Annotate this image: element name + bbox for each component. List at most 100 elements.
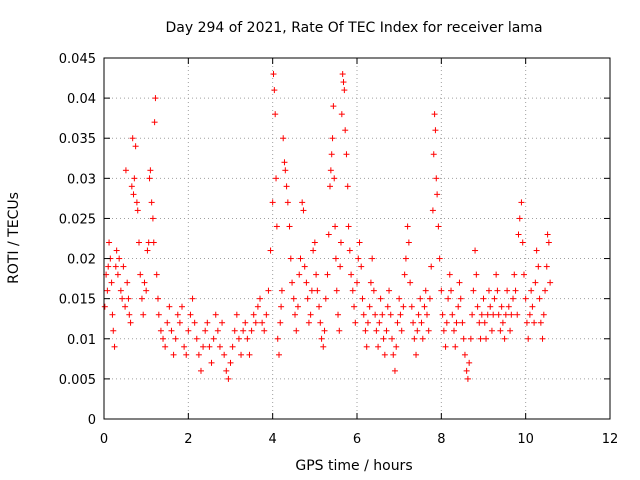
y-tick-label: 0: [88, 413, 96, 428]
data-point: [265, 287, 272, 294]
data-point: [114, 271, 121, 278]
data-point: [358, 263, 365, 270]
data-point: [526, 311, 533, 318]
data-point: [170, 351, 177, 358]
data-point: [311, 239, 318, 246]
data-point: [423, 311, 430, 318]
y-tick-label: 0.025: [59, 212, 96, 227]
data-point: [532, 279, 539, 286]
data-point: [351, 303, 358, 310]
data-point: [401, 271, 408, 278]
data-point: [510, 295, 517, 302]
data-point: [331, 175, 338, 182]
data-point: [117, 287, 124, 294]
data-point: [219, 319, 226, 326]
data-point: [386, 287, 393, 294]
data-point: [488, 327, 495, 334]
data-point: [101, 303, 108, 310]
data-point: [533, 247, 540, 254]
data-point: [411, 335, 418, 342]
data-point: [134, 207, 141, 214]
data-point: [303, 279, 310, 286]
data-point: [313, 271, 320, 278]
data-point: [281, 159, 288, 166]
data-point: [469, 311, 476, 318]
data-point: [366, 303, 373, 310]
data-point: [431, 111, 438, 118]
data-point: [540, 311, 547, 318]
data-point: [498, 303, 505, 310]
data-point: [415, 311, 422, 318]
data-point: [238, 351, 245, 358]
data-point: [179, 303, 186, 310]
data-point: [259, 319, 266, 326]
data-point: [337, 239, 344, 246]
data-point: [364, 319, 371, 326]
data-point: [463, 367, 470, 374]
data-point: [111, 343, 118, 350]
data-point: [208, 359, 215, 366]
data-point: [478, 311, 485, 318]
data-point: [271, 87, 278, 94]
data-point: [394, 319, 401, 326]
data-point: [379, 311, 386, 318]
data-point: [244, 335, 251, 342]
data-point: [145, 239, 152, 246]
data-point: [185, 327, 192, 334]
data-point: [144, 247, 151, 254]
data-point: [106, 239, 113, 246]
data-point: [491, 295, 498, 302]
data-point: [317, 319, 324, 326]
data-point: [116, 255, 123, 262]
data-point: [290, 295, 297, 302]
data-point: [146, 175, 153, 182]
data-point: [149, 215, 156, 222]
data-point: [225, 375, 232, 382]
data-point: [250, 311, 257, 318]
data-point: [130, 191, 137, 198]
data-point: [362, 327, 369, 334]
data-point: [485, 287, 492, 294]
data-point: [206, 343, 213, 350]
data-point: [193, 335, 200, 342]
data-point: [477, 335, 484, 342]
data-point: [542, 287, 549, 294]
data-point: [528, 287, 535, 294]
data-point: [396, 295, 403, 302]
data-point: [320, 343, 327, 350]
data-point: [384, 303, 391, 310]
data-point: [369, 255, 376, 262]
data-point: [460, 335, 467, 342]
data-point: [483, 335, 490, 342]
data-point: [197, 367, 204, 374]
data-point: [536, 295, 543, 302]
data-point: [404, 223, 411, 230]
data-point: [422, 287, 429, 294]
data-point: [181, 343, 188, 350]
data-point: [131, 175, 138, 182]
data-point: [375, 343, 382, 350]
data-point: [110, 327, 117, 334]
data-point: [327, 183, 334, 190]
data-point: [112, 263, 119, 270]
data-point: [267, 247, 274, 254]
y-tick-label: 0.035: [59, 132, 96, 147]
data-point: [248, 327, 255, 334]
data-point: [189, 295, 196, 302]
data-point: [332, 255, 339, 262]
grid-lines: [104, 58, 610, 419]
data-point: [467, 335, 474, 342]
data-point: [484, 311, 491, 318]
data-point: [275, 351, 282, 358]
data-point: [453, 319, 460, 326]
data-point: [322, 295, 329, 302]
data-point: [138, 295, 145, 302]
data-point: [370, 287, 377, 294]
data-point: [252, 319, 259, 326]
data-point: [545, 239, 552, 246]
data-point: [525, 335, 532, 342]
data-point: [481, 319, 488, 326]
data-point: [494, 287, 501, 294]
data-point: [377, 295, 384, 302]
